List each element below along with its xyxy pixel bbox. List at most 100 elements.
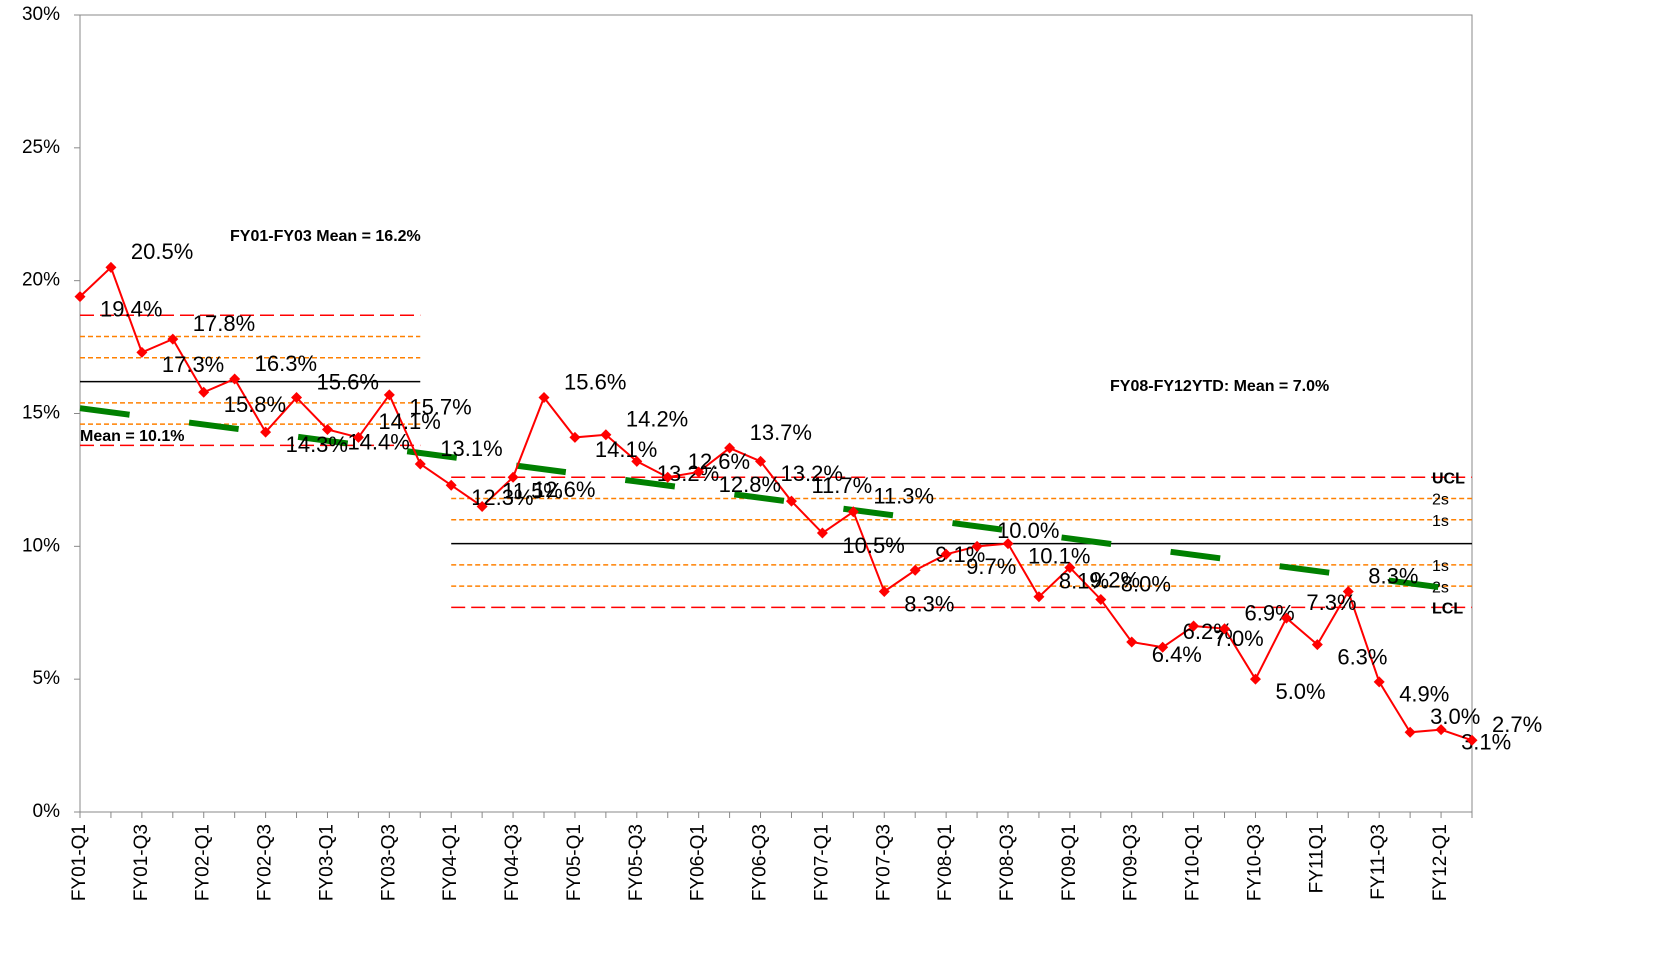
- plot-area: [79, 14, 1473, 813]
- data-label: 14.1%: [378, 409, 440, 434]
- y-tick-label: 20%: [22, 270, 60, 291]
- data-label: 4.9%: [1399, 682, 1449, 707]
- data-point: [940, 548, 952, 560]
- data-point: [476, 500, 488, 512]
- data-point: [1280, 612, 1292, 624]
- data-label: 13.7%: [750, 420, 812, 445]
- data-label: 11.3%: [873, 484, 934, 509]
- data-point: [847, 506, 859, 518]
- data-label: 11.5%: [502, 478, 563, 503]
- data-point: [321, 423, 333, 435]
- y-tick-label: 30%: [22, 4, 60, 25]
- x-tick-label: FY10-Q3: [1244, 824, 1265, 901]
- x-tick-label: FY04-Q1: [440, 824, 461, 901]
- data-point: [74, 291, 86, 303]
- x-tick-label: FY06-Q1: [688, 824, 709, 901]
- data-point: [1188, 620, 1200, 632]
- data-label: 15.7%: [409, 395, 471, 420]
- data-point: [1033, 591, 1045, 603]
- x-tick-label: FY11-Q3: [1368, 824, 1389, 900]
- data-point: [229, 373, 241, 385]
- data-label: 8.3%: [904, 591, 954, 616]
- data-point: [1219, 623, 1231, 635]
- data-point: [878, 585, 890, 597]
- data-label: 17.3%: [162, 352, 224, 377]
- data-label: 17.8%: [193, 311, 255, 336]
- x-tick-label: FY11Q1: [1306, 824, 1327, 893]
- y-tick-label: 25%: [22, 137, 60, 158]
- data-label: 10.0%: [997, 518, 1059, 543]
- data-point: [785, 495, 797, 507]
- x-tick-label: FY01-Q3: [131, 824, 152, 901]
- data-label: 9.2%: [1090, 567, 1140, 592]
- data-label: 14.1%: [595, 437, 657, 462]
- data-point: [1249, 673, 1261, 685]
- y-tick-label: 15%: [22, 403, 60, 424]
- x-tick-label: FY05-Q3: [626, 824, 647, 901]
- data-label: 6.3%: [1337, 644, 1387, 669]
- data-point: [1466, 734, 1478, 746]
- data-label: 12.6%: [533, 477, 595, 502]
- x-tick-label: FY09-Q1: [1059, 824, 1080, 901]
- x-tick-label: FY06-Q3: [750, 824, 771, 901]
- data-label: 14.2%: [626, 407, 688, 432]
- y-tick-label: 5%: [33, 668, 61, 689]
- data-point: [167, 333, 179, 345]
- data-point: [724, 442, 736, 454]
- data-label: 3.0%: [1430, 704, 1480, 729]
- x-tick-label: FY08-Q1: [935, 824, 956, 901]
- data-point: [631, 455, 643, 467]
- x-tick-label: FY03-Q1: [316, 824, 337, 901]
- limit-label: LCL: [1432, 601, 1463, 618]
- data-label: 5.0%: [1275, 679, 1325, 704]
- data-point: [507, 471, 519, 483]
- data-label: 15.6%: [564, 369, 626, 394]
- data-point: [600, 429, 612, 441]
- data-label: 13.2%: [781, 461, 843, 486]
- series-line: [79, 265, 1473, 742]
- limit-label: 1s: [1432, 558, 1449, 575]
- annotation: FY08-FY12YTD: Mean = 7.0%: [1110, 378, 1329, 395]
- data-point: [445, 479, 457, 491]
- data-point: [971, 540, 983, 552]
- x-tick-label: FY09-Q3: [1121, 824, 1142, 901]
- x-tick-label: FY04-Q3: [502, 824, 523, 901]
- x-tick-label: FY02-Q1: [193, 824, 214, 901]
- data-label: 14.3%: [286, 432, 348, 457]
- x-tick-label: FY05-Q1: [564, 824, 585, 901]
- data-point: [383, 389, 395, 401]
- data-point: [1095, 593, 1107, 605]
- data-point: [1342, 585, 1354, 597]
- x-tick-label: FY07-Q3: [873, 824, 894, 901]
- data-label: 8.1%: [1059, 569, 1109, 594]
- data-point: [1157, 641, 1169, 653]
- limit-label: UCL: [1432, 470, 1465, 487]
- data-point: [1126, 636, 1138, 648]
- data-label: 15.6%: [317, 369, 379, 394]
- x-tick-label: FY08-Q3: [997, 824, 1018, 901]
- x-tick-label: FY01-Q1: [69, 824, 90, 901]
- data-point: [105, 261, 117, 273]
- x-tick-label: FY07-Q1: [811, 824, 832, 901]
- data-label: 10.5%: [842, 533, 904, 558]
- data-point: [198, 386, 210, 398]
- data-point: [1404, 726, 1416, 738]
- x-tick-label: FY02-Q3: [255, 824, 276, 901]
- data-point: [414, 458, 426, 470]
- data-point: [1064, 562, 1076, 574]
- data-label: 9.7%: [966, 554, 1016, 579]
- trend-line: [79, 405, 1473, 595]
- data-point: [136, 346, 148, 358]
- x-tick-label: FY12-Q1: [1430, 824, 1451, 901]
- data-label: 13.1%: [440, 436, 502, 461]
- data-label: 11.7%: [811, 473, 872, 498]
- data-label: 19.4%: [100, 296, 162, 321]
- limit-label: 2s: [1432, 492, 1449, 509]
- data-label: 10.1%: [1028, 543, 1090, 568]
- data-point: [352, 431, 364, 443]
- data-label: 2.7%: [1492, 712, 1542, 737]
- data-point: [538, 392, 550, 404]
- data-point: [1435, 724, 1447, 736]
- data-point: [291, 392, 303, 404]
